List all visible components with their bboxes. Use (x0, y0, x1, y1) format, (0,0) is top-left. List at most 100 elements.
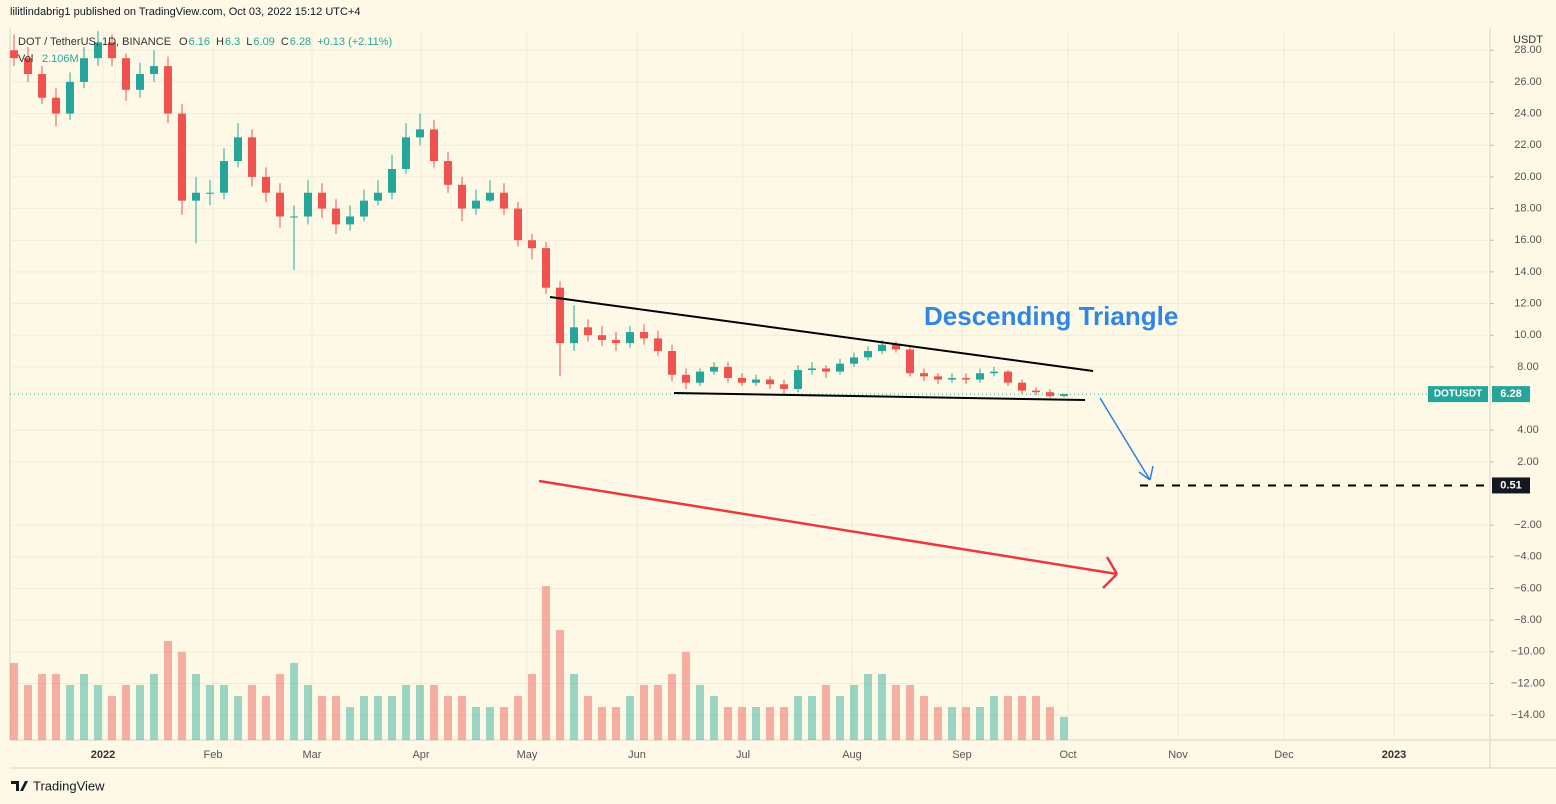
candle-body (416, 129, 424, 138)
price-badge (1492, 386, 1530, 403)
logo: TradingView (11, 778, 105, 793)
candle-body (276, 192, 284, 217)
volume-bar (220, 685, 228, 740)
volume-bar (542, 586, 550, 740)
candle-body (724, 366, 732, 378)
volume-bar (990, 696, 998, 740)
volume-bar (696, 685, 704, 740)
axes: 28.00 26.00 24.00 22.00 20.00 18.00 16.00 14.00… (91, 44, 1545, 761)
volume-bar (752, 707, 760, 740)
candle-body (892, 344, 900, 350)
volume-bar (318, 696, 326, 740)
candle-body (262, 176, 270, 193)
candle-body (836, 363, 844, 372)
candle-body (654, 338, 662, 352)
target-badge (1492, 477, 1530, 494)
x-tick-label: 2022 (91, 749, 115, 761)
candle-body (528, 240, 536, 249)
volume-bar (892, 685, 900, 740)
volume-bar (234, 696, 242, 740)
volume-bar (276, 674, 284, 740)
y-tick-label: 2.00 (1517, 456, 1538, 468)
blue-arrow (1099, 397, 1154, 481)
legend: DOT / TetherUS, 1D, BINANCE O 6.16 H 6.3 L 6.0… (18, 36, 392, 65)
volume-bar (780, 707, 788, 740)
y-tick-label: 18.00 (1514, 202, 1542, 214)
volume-bar (682, 652, 690, 740)
volume-bar (836, 696, 844, 740)
candle-body (248, 137, 256, 177)
candle-body (1018, 382, 1026, 391)
candle-body (710, 366, 718, 372)
volume-bar (430, 685, 438, 740)
candle-body (290, 216, 298, 218)
red-arrow (538, 479, 1119, 589)
candle-body (500, 192, 508, 209)
candle-body (864, 351, 872, 358)
volume-bar (248, 685, 256, 740)
volume-bar (626, 696, 634, 740)
logo-text: TradingView (33, 778, 105, 793)
candle-body (24, 58, 32, 75)
y-tick-label: −2.00 (1514, 519, 1542, 531)
candle-body (808, 368, 816, 371)
candle-body (80, 58, 88, 82)
candle-body (38, 74, 46, 98)
volume-bar (598, 707, 606, 740)
volume-bar (346, 707, 354, 740)
legend-value: 6.3 (225, 36, 240, 48)
candle-body (976, 373, 984, 380)
candle-body (780, 384, 788, 390)
candle-body (304, 192, 312, 217)
volume-bar (80, 674, 88, 740)
candle-body (752, 379, 760, 383)
candle-body (570, 327, 578, 344)
y-tick-label: −10.00 (1511, 646, 1545, 658)
volume-bar (570, 674, 578, 740)
volume-bar (1060, 716, 1068, 740)
candle-body (934, 376, 942, 380)
y-tick-label: 26.00 (1514, 76, 1542, 88)
volume-bar (486, 707, 494, 740)
triangle-upper-line (549, 296, 1094, 372)
y-tick-label: 14.00 (1514, 266, 1542, 278)
candle-body (878, 344, 886, 352)
candle-body (682, 374, 690, 383)
candle-body (332, 208, 340, 225)
symbol-badge-text: DOTUSDT (1434, 389, 1482, 400)
volume-bar (1046, 707, 1054, 740)
candle-body (738, 377, 746, 383)
volume-bar (500, 707, 508, 740)
candle-body (962, 377, 970, 380)
x-tick-label: May (517, 749, 538, 761)
volume-bar (976, 707, 984, 740)
volume-bar (402, 685, 410, 740)
candle-body (612, 339, 620, 344)
volume-bar (766, 707, 774, 740)
candle-body (1004, 371, 1012, 383)
volume-bar (66, 685, 74, 740)
volume-bar (416, 685, 424, 740)
candle-body (794, 370, 802, 390)
candle-body (766, 379, 774, 385)
volume-bar (332, 696, 340, 740)
x-tick-label: Feb (204, 749, 223, 761)
candle-body (472, 200, 480, 209)
y-tick-label: −14.00 (1511, 709, 1545, 721)
x-tick-label: Jul (736, 749, 750, 761)
y-tick-label: 4.00 (1517, 424, 1538, 436)
candle-body (556, 287, 564, 344)
x-tick-label: Nov (1168, 749, 1188, 761)
candle-body (1046, 392, 1054, 397)
candle-body (514, 208, 522, 241)
y-tick-label: −12.00 (1511, 677, 1545, 689)
volume-bar (962, 707, 970, 740)
candle-body (668, 351, 676, 375)
volume-bar (878, 674, 886, 740)
y-tick-label: 16.00 (1514, 234, 1542, 246)
price-badge-text: 6.28 (1500, 388, 1521, 400)
volume-bar (108, 696, 116, 740)
legend-letter: O (179, 36, 188, 48)
